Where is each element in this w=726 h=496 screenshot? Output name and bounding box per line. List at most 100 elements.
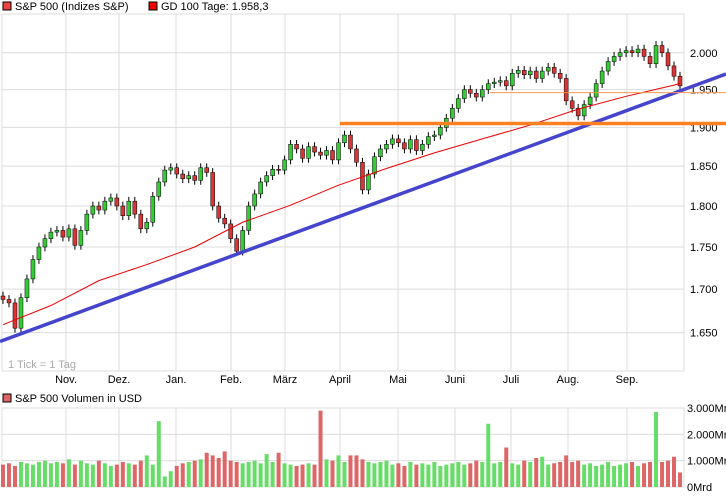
candle-body xyxy=(108,197,114,202)
candle-body xyxy=(198,167,203,181)
volume-bar xyxy=(210,455,215,487)
volume-bar xyxy=(348,455,353,487)
price-tick-label: 1.800 xyxy=(690,201,718,213)
volume-bar xyxy=(66,459,71,487)
candle-body xyxy=(312,146,317,153)
candle-body xyxy=(671,65,677,77)
candle-body xyxy=(24,278,30,298)
volume-bar xyxy=(330,460,335,487)
candle-body xyxy=(581,104,587,117)
candle-body xyxy=(90,205,96,215)
price-axis: 2.000 1.950 1.900 1.850 1.800 1.750 1.700 1.650 xyxy=(690,48,718,340)
volume-bar xyxy=(396,463,401,487)
candle-body xyxy=(0,295,6,300)
candles xyxy=(0,41,683,333)
candle-body xyxy=(408,139,413,150)
trendline xyxy=(0,72,726,344)
volume-bar xyxy=(390,464,395,487)
price-legend-label: S&P 500 (Indizes S&P) xyxy=(15,1,129,13)
volume-bar xyxy=(402,465,407,487)
candle-body xyxy=(270,169,275,176)
volume-bar xyxy=(324,459,329,487)
volume-bar xyxy=(174,465,179,487)
candle-body xyxy=(539,70,545,79)
volume-bar xyxy=(660,461,665,487)
candle-body xyxy=(599,70,605,84)
volume-bar xyxy=(264,454,269,487)
month-tick-label: März xyxy=(273,374,297,386)
volume-bar xyxy=(516,464,521,487)
volume-bar xyxy=(186,461,191,487)
volume-bar xyxy=(312,464,317,487)
volume-bars xyxy=(1,410,682,487)
candle-body xyxy=(264,175,269,183)
volume-bar xyxy=(636,465,641,487)
candle-body xyxy=(641,48,647,57)
volume-bar xyxy=(438,465,443,487)
month-tick-label: Juni xyxy=(445,374,465,386)
volume-bar xyxy=(630,461,635,487)
volume-bar xyxy=(414,464,419,487)
volume-bar xyxy=(114,464,119,487)
volume-bar xyxy=(378,461,383,487)
volume-bar xyxy=(528,461,533,487)
volume-bar xyxy=(126,463,131,487)
candle-body xyxy=(432,134,437,137)
candle-body xyxy=(210,172,215,207)
volume-bar xyxy=(462,464,467,487)
candle-body xyxy=(252,193,257,207)
candle-body xyxy=(420,144,425,151)
volume-axis: 3.000Mrd 2.000Mrd 1.000Mrd 0Mrd xyxy=(687,403,726,494)
month-axis: Nov. Dez. Jan. Feb. März April Mai Juni Juli Aug.… xyxy=(55,374,638,386)
candle-body xyxy=(66,228,72,238)
candle-body xyxy=(438,127,443,136)
candle-body xyxy=(204,167,209,173)
volume-bar xyxy=(96,460,101,487)
candle-body xyxy=(498,80,503,83)
volume-bar xyxy=(306,463,311,487)
candle-body xyxy=(354,148,359,163)
candle-body xyxy=(330,150,335,161)
candle-body xyxy=(617,52,623,57)
candle-body xyxy=(42,238,48,248)
volume-bar xyxy=(504,447,509,487)
month-tick-label: Aug. xyxy=(557,374,580,386)
volume-bar xyxy=(612,465,617,487)
candle-body xyxy=(647,56,653,64)
price-tick-label: 1.650 xyxy=(690,328,718,340)
volume-bar xyxy=(282,463,287,487)
candle-body xyxy=(186,175,191,180)
candle-body xyxy=(282,159,287,171)
candle-body xyxy=(557,73,563,79)
candle-body xyxy=(623,50,629,54)
volume-bar xyxy=(342,461,347,487)
volume-bar xyxy=(18,461,23,487)
month-tick-label: Mai xyxy=(389,374,407,386)
candle-body xyxy=(234,238,239,252)
candle-body xyxy=(551,67,557,74)
volume-bar xyxy=(102,463,107,487)
volume-bar xyxy=(600,464,605,487)
volume-bar xyxy=(120,461,125,487)
volume-bar xyxy=(642,463,647,487)
main-grid xyxy=(2,14,684,371)
volume-bar xyxy=(474,460,479,487)
candle-body xyxy=(450,108,455,119)
candle-body xyxy=(336,142,341,161)
ma-legend-label: GD 100 Tage: 1.958,3 xyxy=(161,1,268,13)
volume-bar xyxy=(540,456,545,487)
candle-body xyxy=(258,181,263,195)
candle-body xyxy=(378,148,383,158)
volume-bar xyxy=(486,423,491,487)
candle-body xyxy=(324,150,329,156)
candle-body xyxy=(587,96,593,105)
candle-body xyxy=(288,144,293,161)
candle-body xyxy=(659,45,665,54)
volume-bar xyxy=(498,461,503,487)
candle-body xyxy=(132,200,138,215)
candle-body xyxy=(126,200,132,216)
candle-body xyxy=(521,70,527,75)
price-tick-label: 1.850 xyxy=(690,161,718,173)
volume-bar xyxy=(150,464,155,487)
